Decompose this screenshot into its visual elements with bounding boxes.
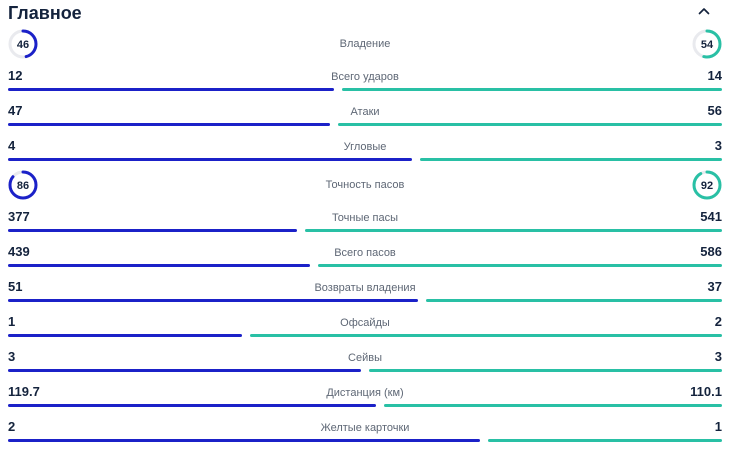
stat-textline: 47 Атаки 56	[0, 97, 730, 118]
stat-textline: 2 Желтые карточки 1	[0, 413, 730, 434]
away-value: 586	[700, 244, 722, 259]
stat-row-9: 3 Сейвы 3	[0, 343, 730, 378]
home-possession-ring: 46	[8, 29, 38, 59]
home-value: 377	[8, 209, 30, 224]
stat-textline: 439 Всего пасов 586	[0, 238, 730, 259]
stat-label: Офсайды	[340, 317, 390, 329]
home-bar-segment	[8, 123, 330, 126]
home-bar-segment	[8, 404, 376, 407]
home-bar-segment	[8, 299, 418, 302]
stat-textline: 4 Угловые 3	[0, 132, 730, 153]
stat-bar	[8, 158, 722, 161]
home-possession-ring: 86	[8, 170, 38, 200]
home-value: 2	[8, 419, 16, 434]
stat-label: Атаки	[350, 106, 380, 118]
home-value: 439	[8, 244, 30, 259]
stat-bar	[8, 369, 722, 372]
stat-bar	[8, 404, 722, 407]
stat-textline: 51 Возвраты владения 37	[0, 273, 730, 294]
stat-label: Точные пасы	[331, 212, 399, 224]
chevron-up-icon	[698, 8, 710, 15]
home-bar-segment	[8, 158, 412, 161]
stat-bar	[8, 229, 722, 232]
home-value: 119.7	[8, 384, 40, 399]
away-bar-segment	[488, 439, 722, 442]
stat-label: Возвраты владения	[314, 282, 416, 294]
home-bar-segment	[8, 334, 242, 337]
stat-label: Сейвы	[348, 352, 382, 364]
home-value: 51	[8, 279, 23, 294]
stat-textline: 1 Офсайды 2	[0, 308, 730, 329]
svg-text:86: 86	[17, 180, 29, 192]
stat-row-2: 47 Атаки 56	[0, 97, 730, 132]
stat-label: Всего ударов	[331, 71, 399, 83]
stat-row-6: 439 Всего пасов 586	[0, 238, 730, 273]
stat-label: Всего пасов	[334, 247, 396, 259]
away-value: 1	[714, 419, 722, 434]
svg-text:46: 46	[17, 39, 29, 51]
home-value: 4	[8, 138, 16, 153]
away-value: 37	[707, 279, 722, 294]
home-bar-segment	[8, 439, 480, 442]
stat-textline: 12 Всего ударов 14	[0, 62, 730, 83]
stat-bar	[8, 264, 722, 267]
stat-bar	[8, 299, 722, 302]
stat-textline: 377 Точные пасы 541	[0, 203, 730, 224]
away-possession-ring: 92	[692, 170, 722, 200]
stat-row-8: 1 Офсайды 2	[0, 308, 730, 343]
stat-row-7: 51 Возвраты владения 37	[0, 273, 730, 308]
stat-row-3: 4 Угловые 3	[0, 132, 730, 167]
away-value: 3	[714, 138, 722, 153]
home-value: 47	[8, 103, 23, 118]
stat-label: Угловые	[343, 141, 387, 153]
away-bar-segment	[341, 88, 722, 91]
stat-bar	[8, 334, 722, 337]
section-title: Главное	[8, 3, 82, 23]
stat-label: Владение	[339, 38, 391, 50]
away-bar-segment	[383, 404, 722, 407]
away-value: 3	[714, 349, 722, 364]
home-bar-segment	[8, 229, 298, 232]
home-bar-segment	[8, 88, 334, 91]
stat-row-10: 119.7 Дистанция (км) 110.1	[0, 378, 730, 413]
stat-row-11: 2 Желтые карточки 1	[0, 413, 730, 448]
stat-label: Желтые карточки	[320, 422, 410, 434]
away-value: 2	[714, 314, 722, 329]
stat-label: Дистанция (км)	[326, 387, 404, 399]
away-bar-segment	[317, 264, 722, 267]
home-value: 12	[8, 68, 23, 83]
stat-row-4: 86 Точность пасов 92	[0, 167, 730, 203]
stats-list: 46 Владение 54 12 Всего ударов 14 47 Атаки 56 4 Уг…	[0, 26, 730, 448]
home-value: 1	[8, 314, 16, 329]
home-bar-segment	[8, 264, 310, 267]
stat-bar	[8, 88, 722, 91]
stat-bar	[8, 123, 722, 126]
away-value: 110.1	[690, 384, 722, 399]
home-bar-segment	[8, 369, 361, 372]
stat-textline: 119.7 Дистанция (км) 110.1	[0, 378, 730, 399]
stat-bar	[8, 439, 722, 442]
collapse-section-button[interactable]	[694, 4, 714, 18]
away-bar-segment	[305, 229, 722, 232]
stat-row-0: 46 Владение 54	[0, 26, 730, 62]
stat-label: Точность пасов	[325, 179, 405, 191]
away-bar-segment	[337, 123, 722, 126]
away-bar-segment	[250, 334, 722, 337]
away-bar-segment	[420, 158, 722, 161]
away-value: 14	[707, 68, 722, 83]
away-bar-segment	[425, 299, 722, 302]
svg-text:92: 92	[701, 180, 713, 192]
away-value: 56	[707, 103, 722, 118]
stat-textline: 3 Сейвы 3	[0, 343, 730, 364]
away-value: 541	[700, 209, 722, 224]
home-value: 3	[8, 349, 16, 364]
svg-text:54: 54	[701, 39, 714, 51]
section-header: Главное	[0, 0, 730, 26]
stat-row-1: 12 Всего ударов 14	[0, 62, 730, 97]
away-possession-ring: 54	[692, 29, 722, 59]
away-bar-segment	[369, 369, 722, 372]
stat-row-5: 377 Точные пасы 541	[0, 203, 730, 238]
